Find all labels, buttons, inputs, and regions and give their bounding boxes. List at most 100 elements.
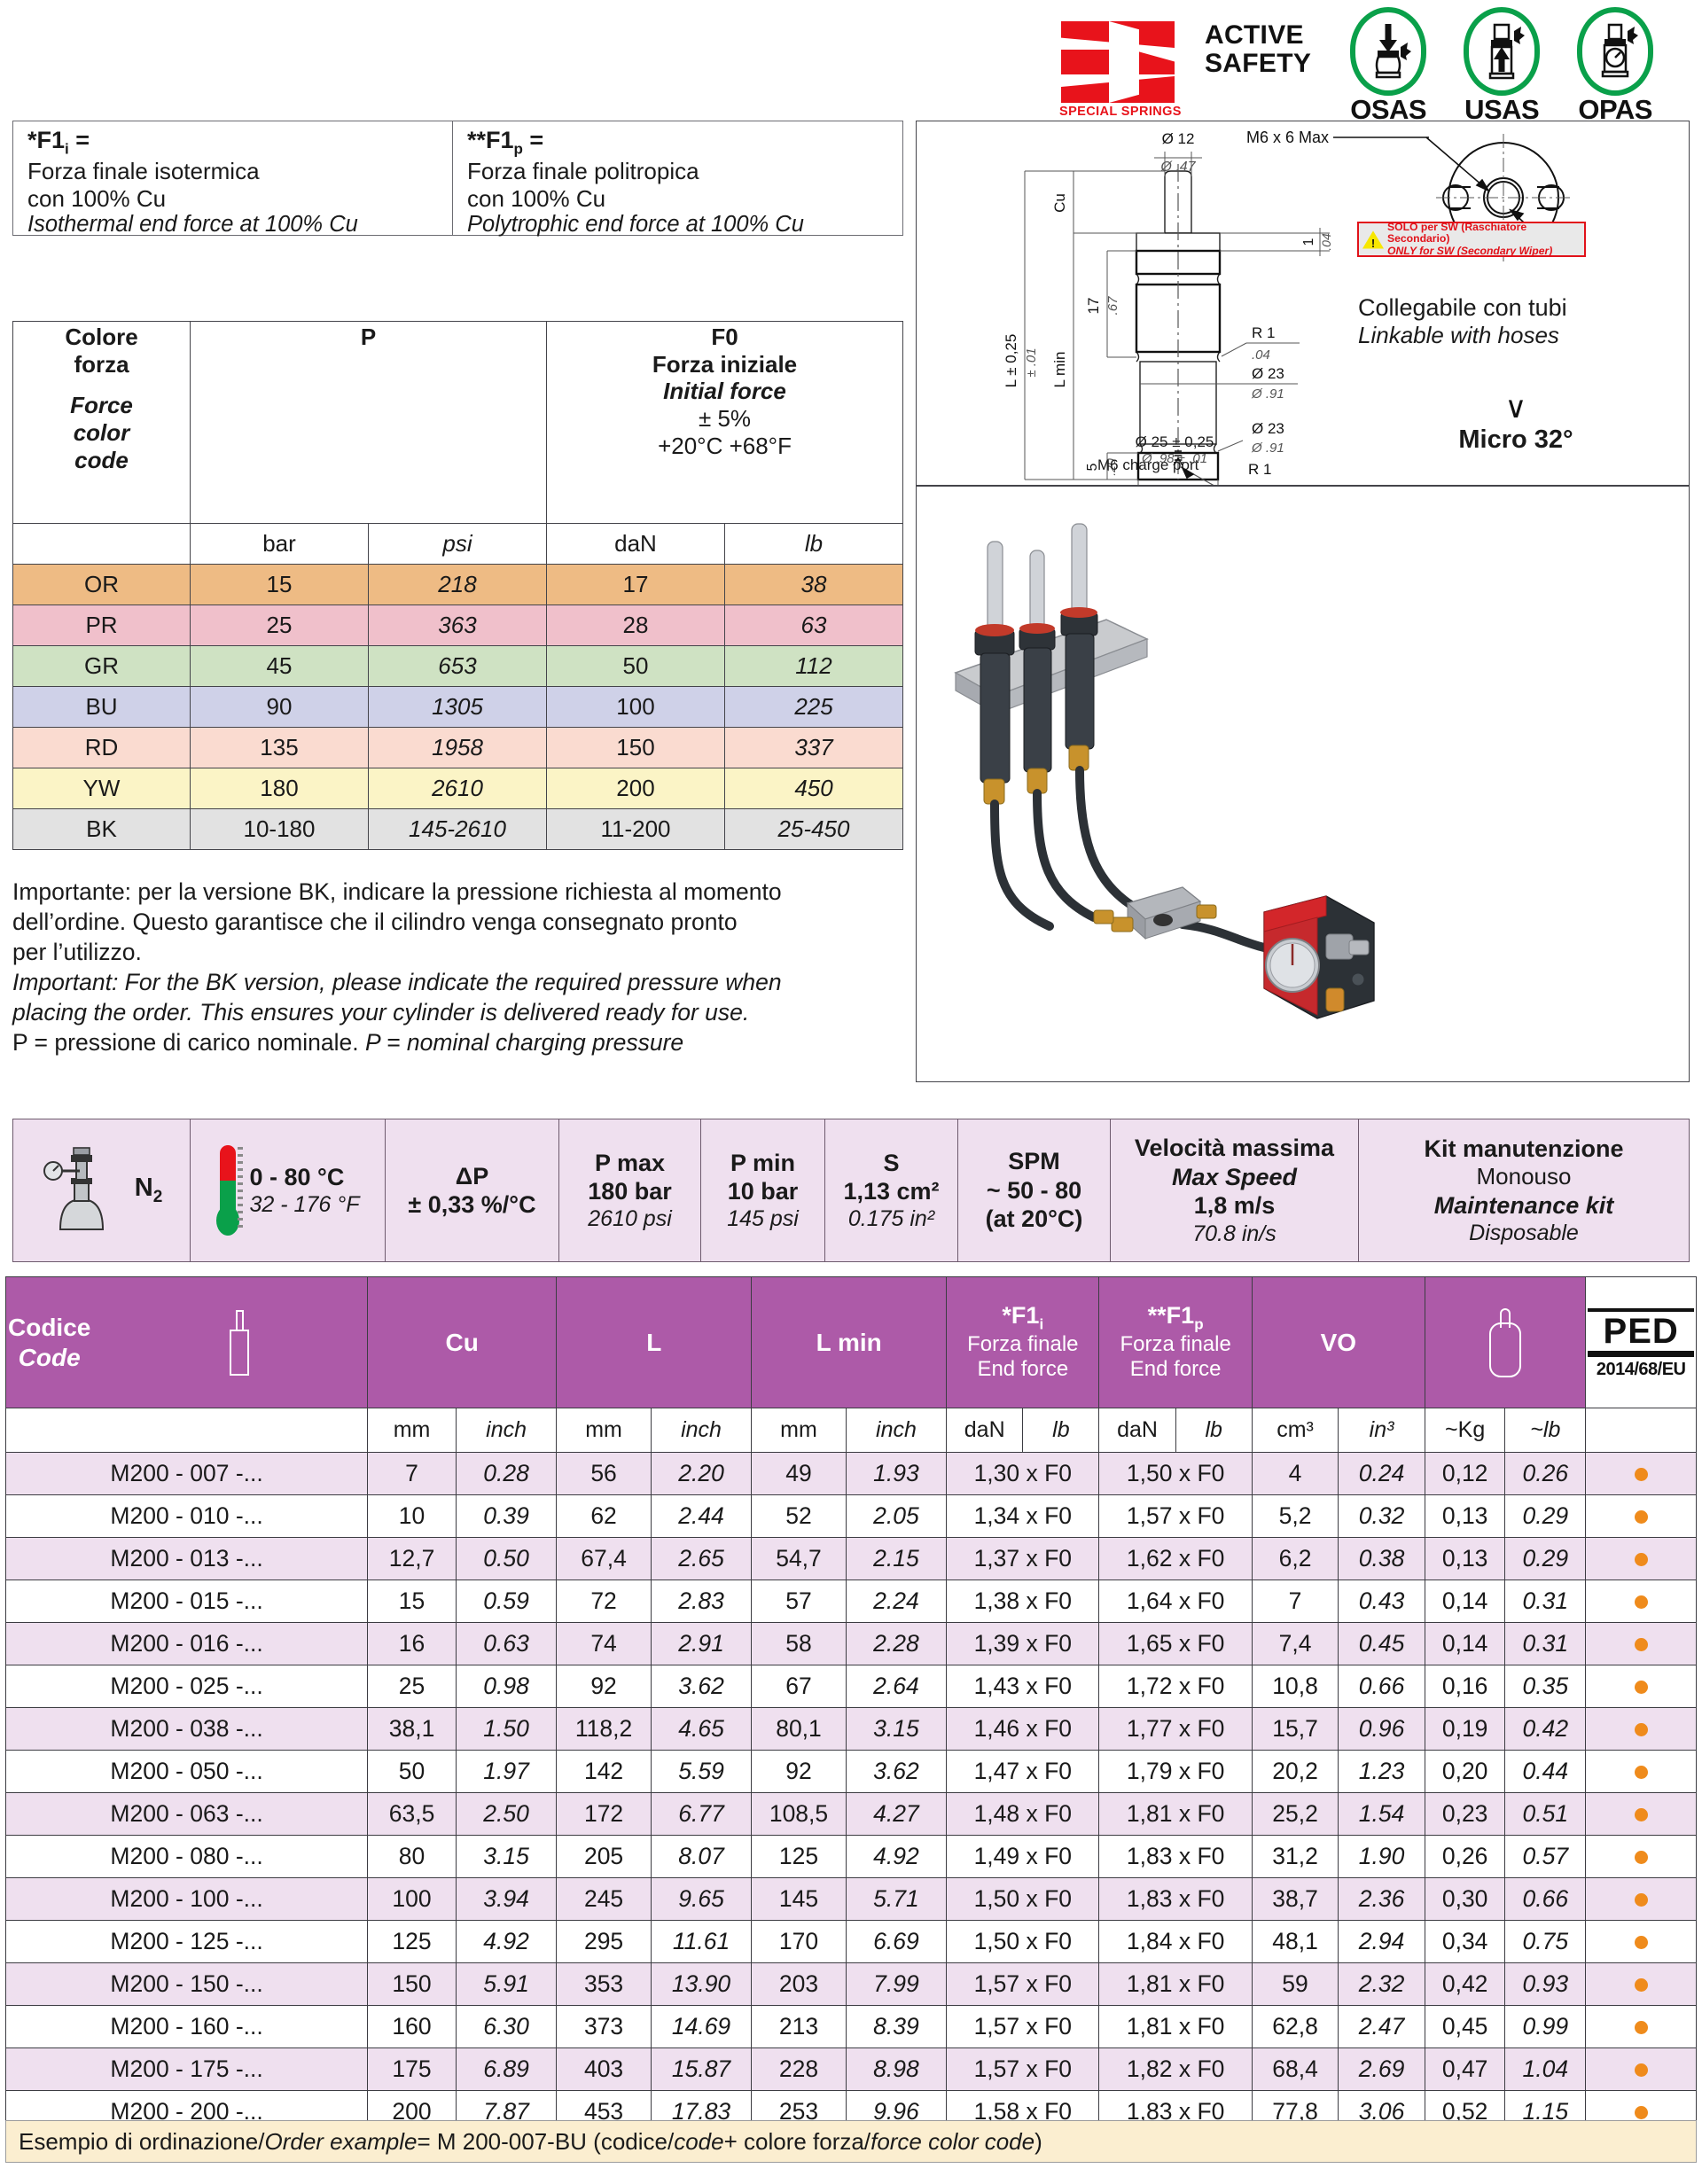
cell-ped xyxy=(1585,1792,1697,1836)
cell-cu-inch: 1.97 xyxy=(455,1750,558,1793)
force-color-row: BK 10-180 145-2610 11-200 25-450 xyxy=(12,808,904,850)
force-bar: 45 xyxy=(190,645,369,687)
cell-vo-cm3: 7,4 xyxy=(1251,1622,1339,1665)
cell-cu-inch: 3.15 xyxy=(455,1835,558,1878)
ped-dot-icon xyxy=(1634,1468,1648,1481)
temp-celsius: 0 - 80 °C xyxy=(249,1163,345,1190)
cell-kg: 0,47 xyxy=(1424,2048,1506,2091)
cell-lmin-inch: 7.99 xyxy=(845,1962,948,2006)
badge-label-opas: OPAS xyxy=(1578,94,1652,125)
cylinder-gauge-icon xyxy=(1577,7,1654,96)
ped-dot-icon xyxy=(1634,1851,1648,1864)
fc-unit-psi: psi xyxy=(368,523,547,565)
ped-dot-icon xyxy=(1634,2063,1648,2077)
footer-rest: = M 200-007-BU (codice/ xyxy=(417,2127,675,2155)
cell-l-mm: 118,2 xyxy=(556,1707,652,1751)
pmax-value: 180 bar xyxy=(588,1178,672,1205)
table-row: M200 - 016 -... 16 0.63 74 2.91 58 2.28 1,39 x … xyxy=(4,1622,1697,1665)
cell-l-inch: 5.59 xyxy=(650,1750,753,1793)
cell-vo-in3: 0.24 xyxy=(1338,1452,1425,1495)
f1-definition-boxes: *F1i = Forza finale isotermica con 100% … xyxy=(12,121,903,237)
dim-L: L ± 0,25 xyxy=(1003,334,1019,388)
product-table: Codice Code Cu L L min *F1i Forza finale… xyxy=(4,1276,1697,2133)
cell-code: M200 - 010 -... xyxy=(4,1494,369,1538)
force-lb: 450 xyxy=(723,768,904,809)
cell-vo-cm3: 10,8 xyxy=(1251,1665,1339,1708)
cell-lmin-mm: 203 xyxy=(751,1962,847,2006)
cell-lb: 0.29 xyxy=(1504,1537,1587,1580)
cell-l-inch: 2.65 xyxy=(650,1537,753,1580)
cell-lmin-inch: 8.39 xyxy=(845,2005,948,2048)
cell-lmin-inch: 2.24 xyxy=(845,1580,948,1623)
pmin-value-psi: 145 psi xyxy=(727,1206,799,1232)
cell-lmin-mm: 52 xyxy=(751,1494,847,1538)
hose-caption-en: Linkable with hoses xyxy=(1358,322,1559,348)
s-title: S xyxy=(883,1149,900,1176)
cell-vo-in3: 1.54 xyxy=(1338,1792,1425,1836)
cell-code: M200 - 175 -... xyxy=(4,2048,369,2091)
cell-vo-in3: 2.47 xyxy=(1338,2005,1425,2048)
cell-cu-inch: 2.50 xyxy=(455,1792,558,1836)
cell-vo-cm3: 48,1 xyxy=(1251,1920,1339,1963)
cell-vo-in3: 0.96 xyxy=(1338,1707,1425,1751)
th-cu: Cu xyxy=(367,1276,558,1408)
cell-l-inch: 13.90 xyxy=(650,1962,753,2006)
cell-cu-mm: 125 xyxy=(367,1920,457,1963)
cell-ped xyxy=(1585,1962,1697,2006)
cell-l-inch: 6.77 xyxy=(650,1792,753,1836)
cell-code: M200 - 015 -... xyxy=(4,1580,369,1623)
micro-label-block: ∨ Micro 32° xyxy=(1418,393,1613,455)
cell-cu-inch: 0.28 xyxy=(455,1452,558,1495)
kit-title-it: Kit manutenzione xyxy=(1424,1135,1624,1163)
cell-vo-cm3: 62,8 xyxy=(1251,2005,1339,2048)
footer-code-it: code xyxy=(674,2127,724,2155)
f1p-line3: Polytrophic end force at 100% Cu xyxy=(467,211,804,237)
cell-l-mm: 403 xyxy=(556,2048,652,2091)
cell-l-inch: 3.62 xyxy=(650,1665,753,1708)
force-psi: 653 xyxy=(368,645,547,687)
cell-code: M200 - 125 -... xyxy=(4,1920,369,1963)
force-code: BK xyxy=(12,808,191,850)
cell-cu-inch: 0.59 xyxy=(455,1580,558,1623)
dim-r1b: R 1 xyxy=(1248,461,1271,478)
cell-l-mm: 172 xyxy=(556,1792,652,1836)
secondary-wiper-warning: SOLO per SW (Raschiatore Secondario) ONL… xyxy=(1357,221,1586,257)
dim-d25-wrap: Ø 25 ± 0,25 Ø .98 ± .01 xyxy=(1090,433,1259,466)
cell-l-inch: 8.07 xyxy=(650,1835,753,1878)
table-row: M200 - 025 -... 25 0.98 92 3.62 67 2.64 1,43 x … xyxy=(4,1665,1697,1708)
fc-unit-bar: bar xyxy=(190,523,369,565)
force-dan: 150 xyxy=(546,727,725,768)
cell-f1i: 1,48 x F0 xyxy=(946,1792,1100,1836)
cell-l-inch: 2.91 xyxy=(650,1622,753,1665)
cell-lmin-mm: 228 xyxy=(751,2048,847,2091)
hose-caption: Collegabile con tubi Linkable with hoses xyxy=(1358,294,1651,349)
cell-kg: 0,19 xyxy=(1424,1707,1506,1751)
cell-cu-inch: 0.50 xyxy=(455,1537,558,1580)
f1i-line2: con 100% Cu xyxy=(27,184,167,212)
cell-lmin-inch: 5.71 xyxy=(845,1877,948,1921)
cell-cu-mm: 12,7 xyxy=(367,1537,457,1580)
ped-dot-icon xyxy=(1634,2106,1648,2119)
cell-lmin-inch: 2.64 xyxy=(845,1665,948,1708)
cell-l-mm: 56 xyxy=(556,1452,652,1495)
cell-code: M200 - 038 -... xyxy=(4,1707,369,1751)
cell-cu-mm: 50 xyxy=(367,1750,457,1793)
ped-dot-icon xyxy=(1634,1553,1648,1566)
cell-f1p: 1,84 x F0 xyxy=(1098,1920,1253,1963)
cell-f1i: 1,57 x F0 xyxy=(946,2005,1100,2048)
osas-glyph xyxy=(1375,24,1412,79)
cell-l-mm: 142 xyxy=(556,1750,652,1793)
cell-l-inch: 2.20 xyxy=(650,1452,753,1495)
cell-lb: 0.75 xyxy=(1504,1920,1587,1963)
th-weight xyxy=(1424,1276,1587,1408)
cell-f1i: 1,47 x F0 xyxy=(946,1750,1100,1793)
active-safety-title: ACTIVE SAFETY xyxy=(1205,4,1311,79)
cell-lmin-inch: 2.15 xyxy=(845,1537,948,1580)
spec-spm: SPM ~ 50 - 80 (at 20°C) xyxy=(958,1119,1111,1261)
force-color-row: RD 135 1958 150 337 xyxy=(12,727,904,768)
cell-vo-in3: 0.32 xyxy=(1338,1494,1425,1538)
cell-cu-mm: 150 xyxy=(367,1962,457,2006)
page-header: SPECIAL SPRINGS ACTIVE SAFETY OSAS xyxy=(1059,4,1689,125)
label-m6max: M6 x 6 Max xyxy=(1246,129,1329,146)
temp-fahrenheit: 32 - 176 °F xyxy=(249,1192,360,1218)
